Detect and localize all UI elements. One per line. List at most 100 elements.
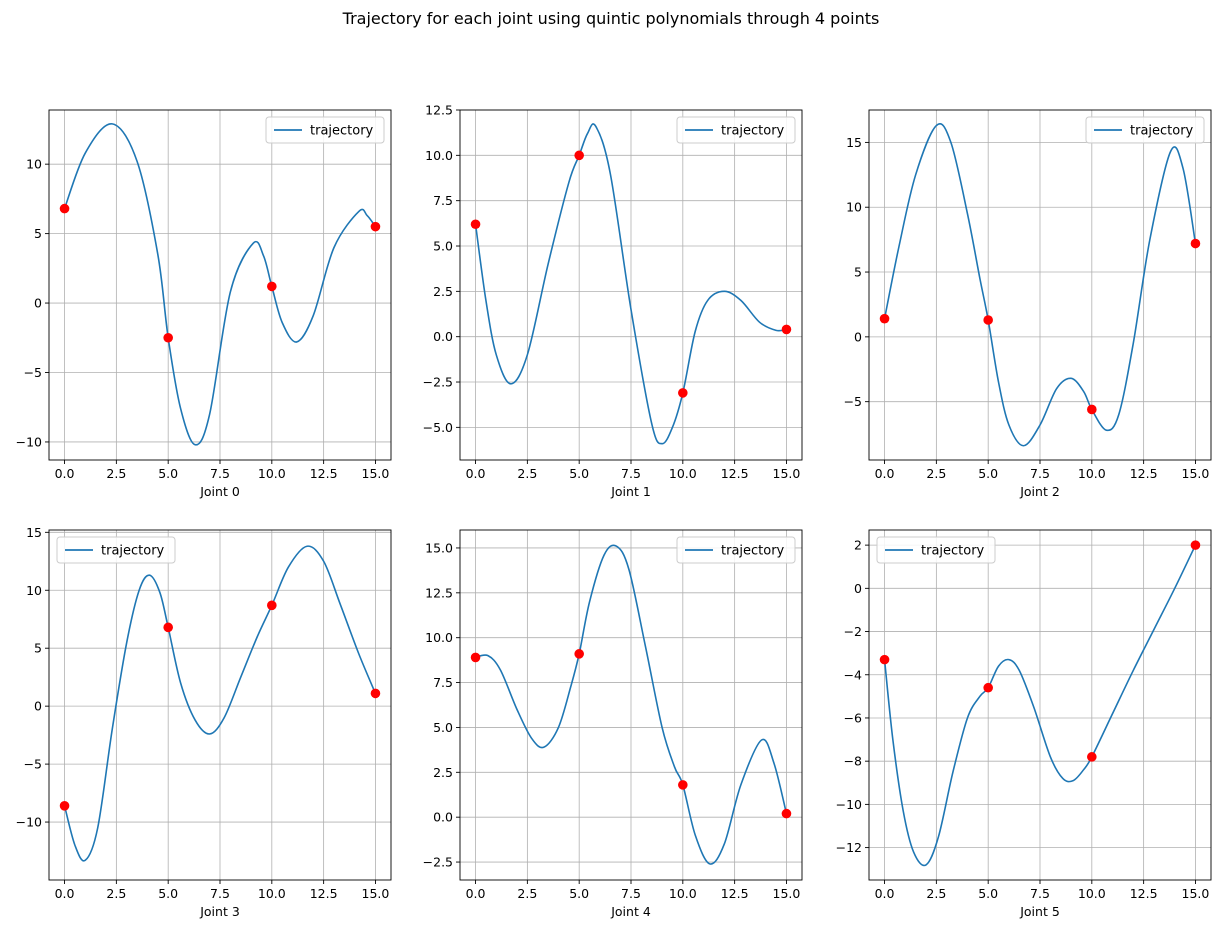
y-tick-label: 10 bbox=[846, 200, 862, 215]
waypoint-marker bbox=[1190, 238, 1201, 249]
legend-box bbox=[676, 116, 796, 144]
y-tick-label: −10 bbox=[836, 797, 862, 812]
y-tick-label: 10.0 bbox=[425, 630, 453, 645]
x-tick-label: 10.0 bbox=[1078, 886, 1106, 901]
y-tick-label: 5 bbox=[854, 265, 862, 280]
y-tick-label: 0 bbox=[34, 296, 42, 311]
x-tick-label: 10.0 bbox=[258, 466, 286, 481]
x-tick-label: 15.0 bbox=[773, 886, 801, 901]
x-tick-label: 12.5 bbox=[721, 886, 749, 901]
x-tick-label: 10.0 bbox=[669, 466, 697, 481]
y-tick-label: 5 bbox=[34, 226, 42, 241]
x-tick-label: 2.5 bbox=[517, 466, 537, 481]
waypoint-marker bbox=[470, 652, 481, 663]
x-tick-label: 0.0 bbox=[466, 466, 486, 481]
x-tick-label: 0.0 bbox=[875, 886, 895, 901]
y-tick-label: 0.0 bbox=[433, 810, 453, 825]
x-tick-label: 2.5 bbox=[517, 886, 537, 901]
waypoint-marker bbox=[574, 150, 584, 161]
y-tick-label: 10 bbox=[26, 157, 42, 172]
x-axis-label: Joint 2 bbox=[1019, 484, 1060, 499]
figure-title: Trajectory for each joint using quintic … bbox=[342, 9, 880, 28]
x-tick-label: 12.5 bbox=[310, 886, 338, 901]
x-tick-label: 5.0 bbox=[158, 886, 178, 901]
x-tick-label: 15.0 bbox=[1182, 886, 1210, 901]
x-tick-label: 0.0 bbox=[55, 886, 75, 901]
y-tick-label: 15 bbox=[26, 525, 42, 540]
waypoint-marker bbox=[983, 682, 993, 693]
x-tick-label: 15.0 bbox=[773, 466, 801, 481]
waypoint-marker bbox=[879, 654, 890, 665]
waypoint-marker bbox=[678, 388, 688, 398]
y-tick-label: 7.5 bbox=[433, 675, 453, 690]
waypoint-marker bbox=[59, 801, 70, 811]
x-tick-label: 15.0 bbox=[362, 466, 390, 481]
subplot-grid: 0.0 2.5 5.0 7.5 10.0 12.5 15.0 −10 −5 0 5 10 Joint 0… bbox=[16, 103, 1212, 919]
waypoint-marker bbox=[983, 315, 993, 325]
waypoint-marker bbox=[1190, 540, 1201, 550]
x-tick-label: 5.0 bbox=[978, 886, 998, 901]
x-tick-label: 7.5 bbox=[1030, 886, 1050, 901]
legend-box bbox=[265, 116, 385, 144]
legend-label: trajectory bbox=[310, 124, 374, 139]
x-tick-label: 10.0 bbox=[258, 886, 286, 901]
x-tick-label: 10.0 bbox=[1078, 466, 1106, 481]
waypoint-marker bbox=[267, 600, 277, 611]
waypoint-marker bbox=[879, 313, 890, 324]
y-tick-label: −2.5 bbox=[423, 375, 453, 390]
y-tick-label: −10 bbox=[16, 815, 42, 830]
y-tick-label: 5.0 bbox=[433, 720, 453, 735]
y-tick-label: −2 bbox=[844, 624, 862, 639]
subplot-joint-1: 0.0 2.5 5.0 7.5 10.0 12.5 15.0 −5.0 −2.5 0.0 2.5 5.… bbox=[423, 103, 803, 499]
y-tick-label: 5 bbox=[34, 641, 42, 656]
subplot-joint-2: 0.0 2.5 5.0 7.5 10.0 12.5 15.0 −5 0 5 10 15 Joint 2 t… bbox=[844, 109, 1212, 499]
waypoint-marker bbox=[470, 219, 481, 230]
y-tick-label: 10.0 bbox=[425, 148, 453, 163]
x-tick-label: 7.5 bbox=[1030, 466, 1050, 481]
x-axis-label: Joint 0 bbox=[199, 484, 240, 499]
legend-label: trajectory bbox=[721, 544, 785, 559]
x-tick-label: 15.0 bbox=[362, 886, 390, 901]
x-tick-label: 10.0 bbox=[669, 886, 697, 901]
x-tick-label: 12.5 bbox=[310, 466, 338, 481]
y-tick-label: 10 bbox=[26, 583, 42, 598]
waypoint-marker bbox=[163, 622, 173, 633]
legend-box bbox=[676, 536, 796, 564]
x-axis-label: Joint 4 bbox=[610, 904, 651, 919]
waypoint-marker bbox=[1087, 752, 1097, 762]
y-tick-label: 15.0 bbox=[425, 540, 453, 555]
subplot-joint-3: 0.0 2.5 5.0 7.5 10.0 12.5 15.0 −10 −5 0 5 10 15 Joint… bbox=[16, 525, 392, 919]
trajectory-line bbox=[883, 123, 1197, 447]
waypoint-marker bbox=[59, 203, 70, 214]
subplot-joint-0: 0.0 2.5 5.0 7.5 10.0 12.5 15.0 −10 −5 0 5 10 Joint 0… bbox=[16, 109, 392, 499]
legend-label: trajectory bbox=[921, 544, 985, 559]
x-tick-label: 5.0 bbox=[158, 466, 178, 481]
y-tick-label: 0 bbox=[854, 581, 862, 596]
y-tick-label: 2 bbox=[854, 538, 862, 553]
y-tick-label: 7.5 bbox=[433, 193, 453, 208]
y-tick-label: 12.5 bbox=[425, 585, 453, 600]
y-tick-label: −8 bbox=[844, 754, 862, 769]
x-tick-label: 5.0 bbox=[569, 466, 589, 481]
x-tick-label: 15.0 bbox=[1182, 466, 1210, 481]
legend-box bbox=[876, 536, 996, 564]
legend-box bbox=[56, 536, 176, 564]
x-tick-label: 2.5 bbox=[926, 466, 946, 481]
x-tick-label: 7.5 bbox=[210, 466, 230, 481]
x-tick-label: 7.5 bbox=[210, 886, 230, 901]
subplot-joint-4: 0.0 2.5 5.0 7.5 10.0 12.5 15.0 −2.5 0.0 2.5 5.0 7.5… bbox=[423, 529, 803, 919]
waypoint-marker bbox=[370, 688, 381, 699]
y-tick-label: −10 bbox=[16, 434, 42, 449]
x-axis-label: Joint 3 bbox=[199, 904, 240, 919]
x-tick-label: 7.5 bbox=[621, 466, 641, 481]
x-tick-label: 0.0 bbox=[875, 466, 895, 481]
x-tick-label: 5.0 bbox=[569, 886, 589, 901]
y-tick-label: 0.0 bbox=[433, 329, 453, 344]
x-axis-label: Joint 1 bbox=[610, 484, 651, 499]
y-tick-label: −5 bbox=[844, 394, 862, 409]
x-tick-label: 0.0 bbox=[55, 466, 75, 481]
legend-label: trajectory bbox=[101, 544, 165, 559]
y-tick-label: 5.0 bbox=[433, 239, 453, 254]
waypoint-marker bbox=[781, 324, 792, 335]
